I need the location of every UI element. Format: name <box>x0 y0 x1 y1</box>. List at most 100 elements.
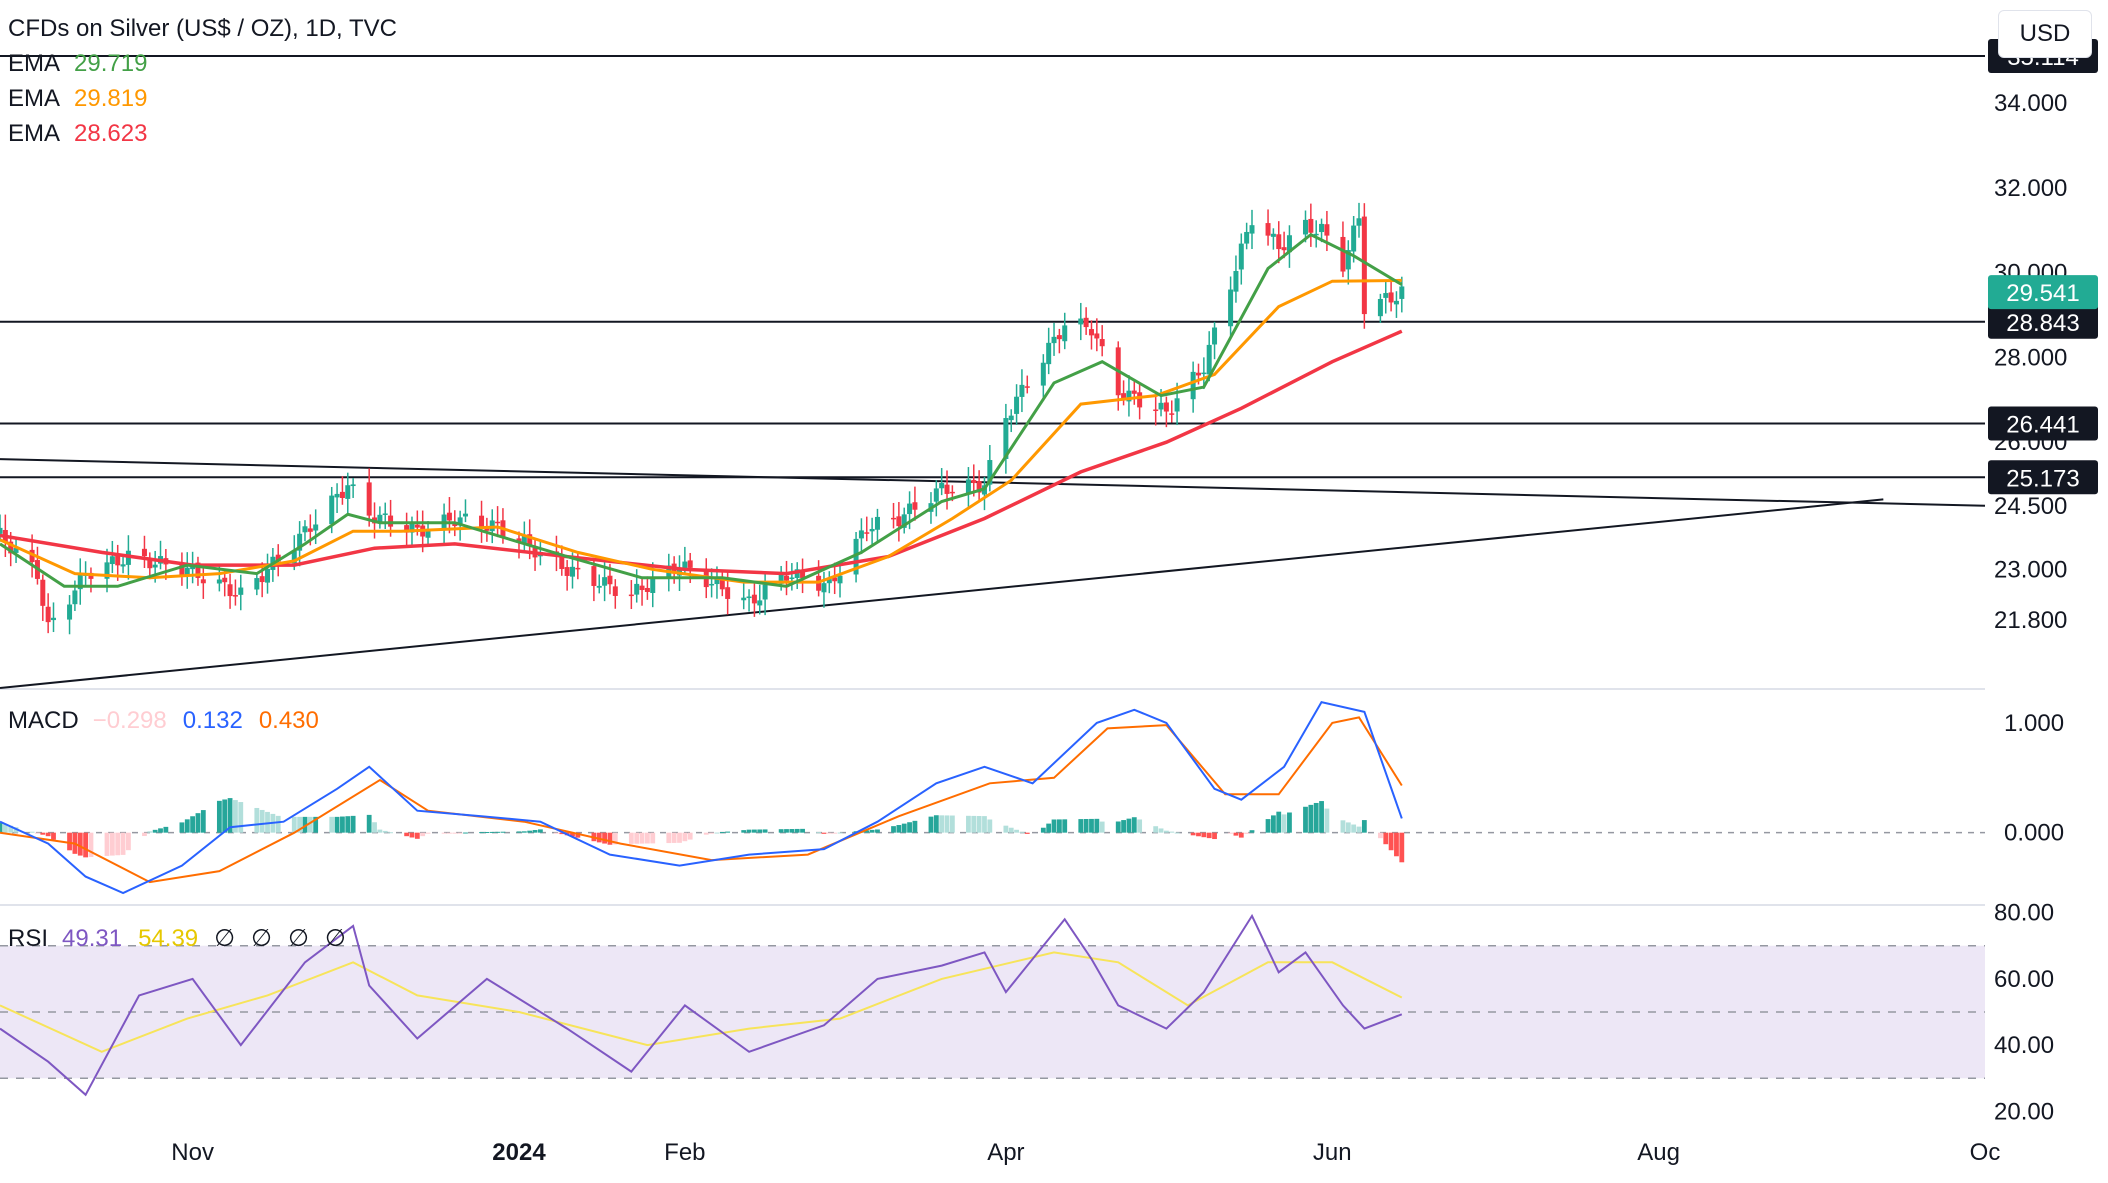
candle-body <box>297 533 303 551</box>
last-price-badge-text: 29.541 <box>2006 280 2079 307</box>
candle <box>821 571 827 608</box>
macd-legend-macd: 0.132 <box>182 707 243 734</box>
candle <box>120 554 126 574</box>
candle-body <box>912 502 918 510</box>
price-axis-label: 21.800 <box>1994 607 2067 634</box>
candle-body <box>987 460 993 485</box>
candle-body <box>757 600 763 606</box>
macd-hist-bar <box>104 832 110 856</box>
macd-hist-bar <box>1233 832 1239 836</box>
candle-body <box>377 514 383 523</box>
candle <box>1163 396 1169 428</box>
candle <box>1233 255 1239 303</box>
macd-hist-bar <box>345 816 351 833</box>
candle-body <box>104 562 110 579</box>
candle-body <box>1169 413 1175 415</box>
candle-body <box>1345 250 1351 270</box>
macd-hist-bar <box>1265 819 1271 833</box>
level-badge-3-bg <box>1988 406 2098 441</box>
ema-legend-2[interactable]: EMA 29.819 <box>8 82 163 116</box>
candle <box>1078 302 1084 341</box>
macd-hist-bar <box>1153 826 1159 833</box>
macd-hist-bar <box>1281 814 1287 833</box>
candle <box>596 574 602 594</box>
macd-hist-bar <box>1014 829 1019 833</box>
macd-hist-bar <box>222 799 228 833</box>
level-badge-3-text: 26.441 <box>2006 412 2079 439</box>
macd-hist-bar <box>628 832 634 844</box>
candle-body <box>1383 293 1389 298</box>
candle <box>864 516 870 542</box>
candle-body <box>741 597 747 601</box>
macd-hist-bar <box>794 828 800 833</box>
macd-hist-bar <box>1169 831 1175 833</box>
candle-body <box>751 594 757 604</box>
rsi-legend[interactable]: RSI 49.31 54.39 ∅ ∅ ∅ ∅ <box>8 922 362 956</box>
candle <box>1313 220 1319 248</box>
candle-body <box>778 573 784 584</box>
candle <box>1153 394 1159 426</box>
rsi-legend-ma: 54.39 <box>138 925 199 952</box>
macd-hist-bar <box>725 831 731 833</box>
candle <box>163 548 169 580</box>
candle-body <box>1212 327 1218 345</box>
candle-body <box>1228 289 1234 327</box>
candle <box>1228 276 1234 339</box>
macd-hist-bar <box>1244 832 1250 834</box>
rsi-ma-line <box>0 951 1403 1053</box>
macd-hist-bar <box>907 822 912 833</box>
macd-hist-bar <box>265 811 270 833</box>
candle-body <box>725 587 731 599</box>
macd-hist-bar <box>875 829 880 833</box>
rsi-legend-value: 49.31 <box>62 925 123 952</box>
candle <box>1088 320 1094 350</box>
macd-line <box>0 700 1403 895</box>
macd-hist-bar <box>1399 832 1405 863</box>
level-badge-2: 28.843 <box>1988 304 2098 339</box>
candle <box>816 560 822 597</box>
macd-hist-bar <box>1287 812 1292 833</box>
macd-hist-bar <box>307 816 313 833</box>
macd-hist-bar <box>1340 820 1346 833</box>
macd-hist-bar <box>1201 832 1207 838</box>
candle <box>147 552 153 580</box>
candle-body <box>650 577 656 593</box>
macd-hist-bar <box>971 815 977 833</box>
macd-hist-bar <box>634 832 640 844</box>
macd-hist-bar <box>67 832 72 851</box>
candle <box>1345 240 1351 285</box>
macd-hist-bar <box>832 832 838 834</box>
price-axis-label: 28.000 <box>1994 344 2067 371</box>
macd-hist-bar <box>928 816 934 833</box>
candle-body <box>1233 271 1239 292</box>
macd-hist-bar <box>677 832 682 843</box>
macd-hist-bar <box>0 822 3 833</box>
candle-body <box>1078 318 1084 325</box>
candle <box>13 538 19 563</box>
candle <box>40 574 46 621</box>
candle-body <box>1121 393 1127 400</box>
ema-legend-3-label: EMA <box>8 120 61 147</box>
candle-body <box>45 606 51 623</box>
candle <box>1051 322 1057 356</box>
macd-hist-bar <box>709 832 715 834</box>
macd-legend[interactable]: MACD −0.298 0.132 0.430 <box>8 704 335 738</box>
candle-body <box>462 513 468 517</box>
ema-legend-3[interactable]: EMA 28.623 <box>8 117 163 151</box>
macd-hist-bar <box>142 832 147 837</box>
chart-title: CFDs on Silver (US$ / OZ), 1D, TVC <box>8 12 397 46</box>
candle-body <box>1286 235 1292 253</box>
candle-body <box>687 560 693 568</box>
macd-hist-bar <box>602 832 607 844</box>
candle-body <box>1324 224 1330 236</box>
candle-body <box>1249 225 1255 234</box>
macd-hist-bar <box>1378 832 1383 839</box>
candle <box>800 558 806 594</box>
candle <box>1319 218 1325 243</box>
ema-legend-1[interactable]: EMA 29.719 <box>8 47 163 81</box>
macd-hist-bar <box>666 832 672 844</box>
currency-button[interactable]: USD <box>1998 10 2092 58</box>
macd-hist-bar <box>313 816 319 833</box>
